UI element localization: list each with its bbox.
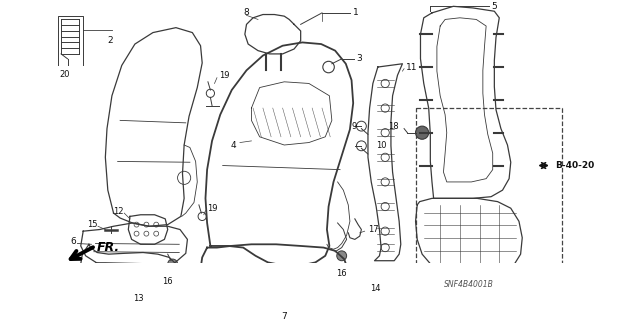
Text: 7: 7 — [282, 312, 287, 319]
Text: 12: 12 — [113, 207, 124, 216]
Bar — [415, 108, 562, 272]
Text: 20: 20 — [59, 70, 70, 79]
Text: FR.: FR. — [97, 241, 120, 254]
Text: 19: 19 — [219, 71, 229, 80]
Text: 17: 17 — [368, 225, 379, 234]
Text: SNF4B4001B: SNF4B4001B — [444, 280, 494, 289]
Text: 18: 18 — [388, 122, 399, 130]
Text: 16: 16 — [163, 277, 173, 286]
Text: 1: 1 — [353, 8, 359, 17]
Text: 5: 5 — [491, 2, 497, 11]
Circle shape — [415, 126, 429, 139]
Circle shape — [337, 251, 347, 261]
Text: 15: 15 — [86, 220, 97, 229]
Text: 6: 6 — [70, 236, 76, 246]
Text: 9: 9 — [351, 122, 356, 130]
Text: B-40-20: B-40-20 — [555, 161, 595, 170]
Text: 4: 4 — [231, 140, 237, 150]
Text: 16: 16 — [337, 269, 347, 278]
Text: 14: 14 — [370, 284, 380, 293]
Circle shape — [168, 259, 177, 269]
Text: 13: 13 — [133, 293, 143, 302]
Text: 3: 3 — [356, 54, 362, 63]
Text: 2: 2 — [108, 36, 113, 45]
Text: 19: 19 — [207, 204, 218, 213]
Text: 10: 10 — [376, 141, 387, 150]
Text: 8: 8 — [243, 8, 249, 17]
Text: 11: 11 — [406, 63, 417, 71]
